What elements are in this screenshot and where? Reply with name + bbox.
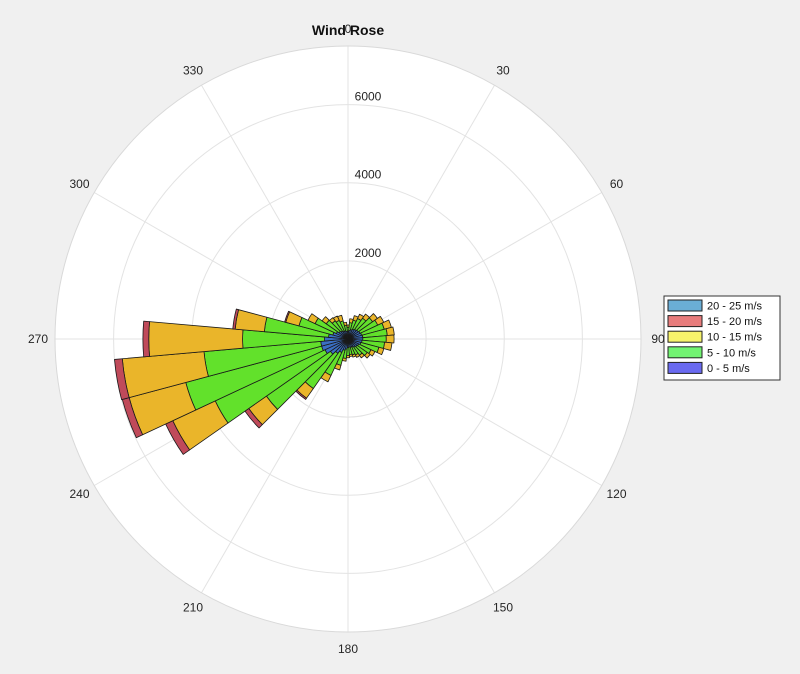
- angle-label-300: 300: [69, 177, 89, 191]
- legend-items: 20 - 25 m/s 15 - 20 m/s 10 - 15 m/s 5 - 10 …: [668, 300, 763, 375]
- legend-label: 10 - 15 m/s: [707, 332, 763, 344]
- angle-label-210: 210: [183, 601, 203, 615]
- legend: 20 - 25 m/s 15 - 20 m/s 10 - 15 m/s 5 - 10 …: [664, 296, 780, 380]
- legend-swatch: [668, 300, 702, 311]
- legend-swatch: [668, 316, 702, 327]
- bar-segment-dir-100-bin-2: [383, 342, 392, 350]
- bar-segment-dir-270-bin-3: [143, 321, 150, 357]
- legend-swatch: [668, 362, 702, 373]
- angle-label-180: 180: [338, 642, 358, 656]
- bar-segment-dir-90-bin-2: [386, 335, 394, 343]
- angle-label-120: 120: [606, 487, 626, 501]
- angle-label-60: 60: [610, 177, 624, 191]
- angle-label-330: 330: [183, 64, 203, 78]
- angle-label-240: 240: [69, 487, 89, 501]
- radial-tick-label-6000: 6000: [355, 90, 382, 104]
- legend-swatch: [668, 331, 702, 342]
- bar-segment-dir-350-bin-2: [344, 322, 347, 326]
- angle-label-90: 90: [651, 332, 665, 346]
- legend-swatch: [668, 347, 702, 358]
- legend-label: 5 - 10 m/s: [707, 347, 756, 359]
- radial-tick-label-4000: 4000: [355, 168, 382, 182]
- radial-tick-label-2000: 2000: [355, 246, 382, 260]
- legend-label: 20 - 25 m/s: [707, 301, 763, 313]
- legend-label: 0 - 5 m/s: [707, 363, 750, 375]
- angle-label-270: 270: [28, 332, 48, 346]
- angle-label-0: 0: [345, 22, 352, 36]
- angle-label-150: 150: [493, 601, 513, 615]
- bar-segment-dir-80-bin-2: [386, 327, 394, 336]
- legend-label: 15 - 20 m/s: [707, 316, 763, 328]
- angle-label-30: 30: [496, 64, 510, 78]
